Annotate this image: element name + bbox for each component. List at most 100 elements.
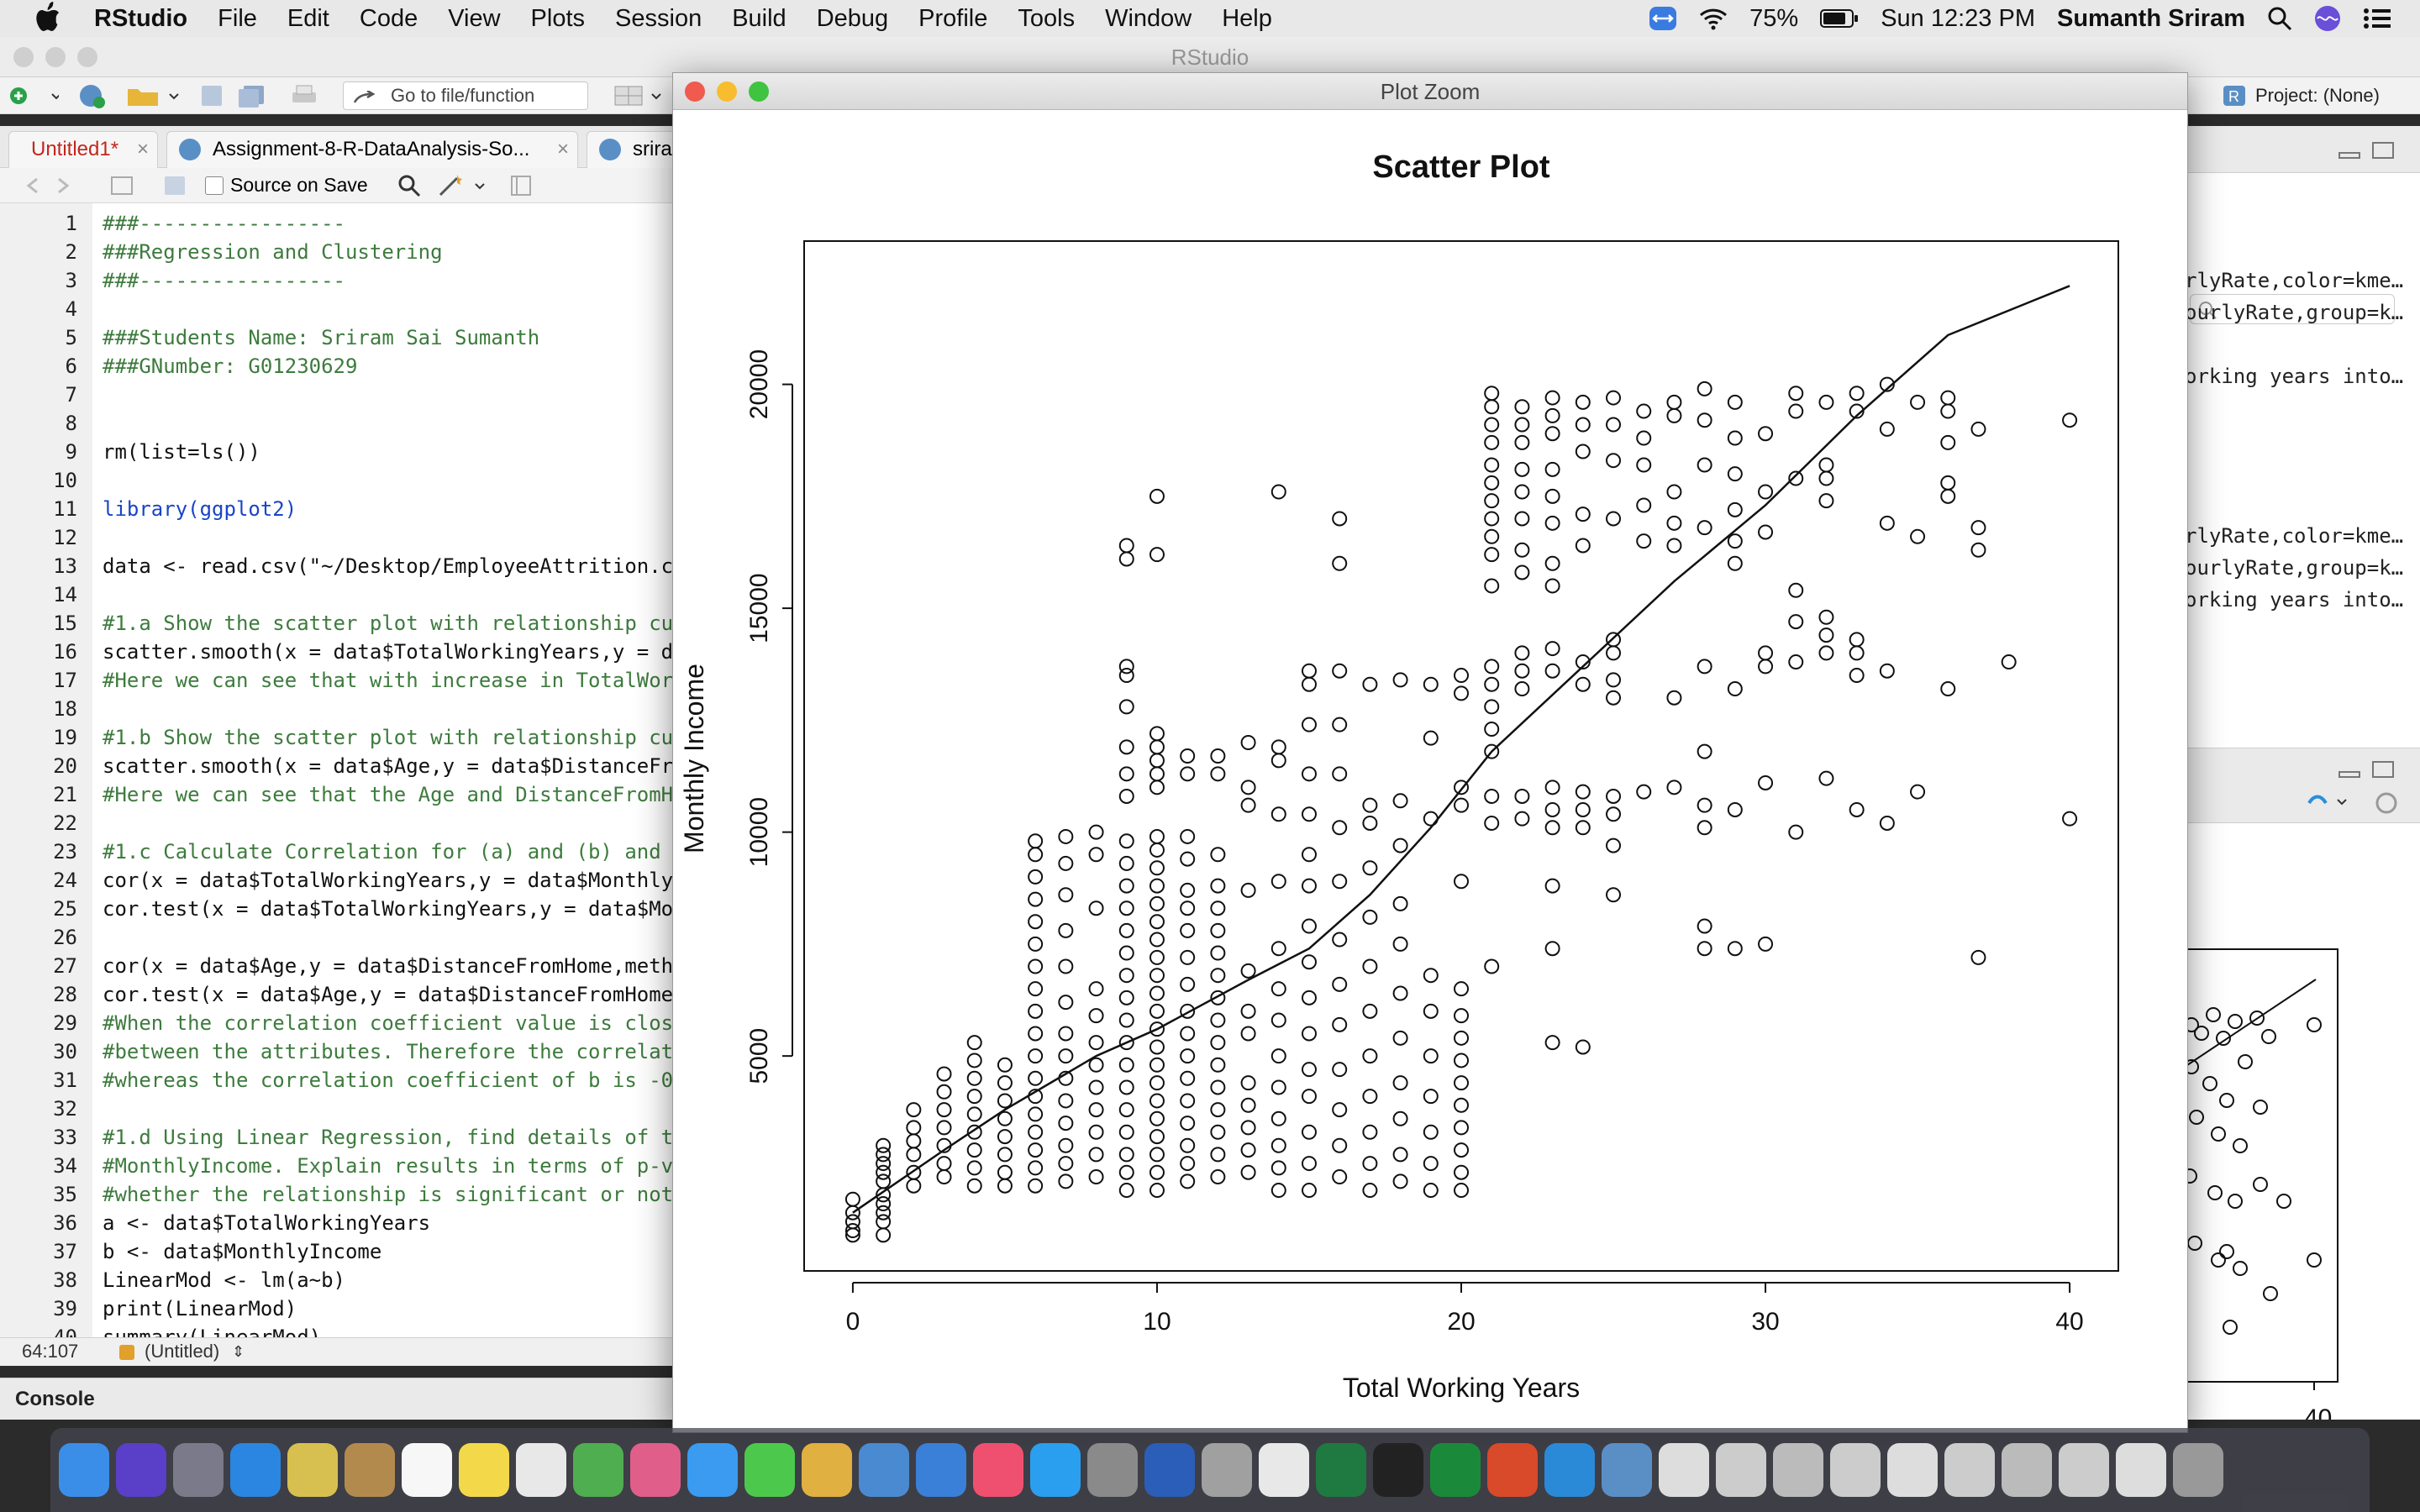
code-line[interactable]: #whereas the correlation coefficient of … [103,1068,672,1092]
tab-sriram[interactable]: srira [587,131,679,168]
dock-app-icon[interactable] [230,1443,281,1497]
code-line[interactable]: cor(x = data$TotalWorkingYears,y = data$… [103,869,672,892]
environment-search-input[interactable] [2190,294,2395,324]
menu-edit[interactable]: Edit [287,4,329,32]
minimize-maximize-icon[interactable] [2338,139,2396,161]
project-icon[interactable]: R [2222,84,2247,108]
menu-view[interactable]: View [448,4,501,32]
dock-app-icon[interactable] [2059,1443,2109,1497]
code-line[interactable]: #whether the relationship is significant… [103,1183,672,1206]
code-tools-wand-icon[interactable] [437,173,489,198]
dock-app-icon[interactable] [1259,1443,1309,1497]
dock-app-icon[interactable] [402,1443,452,1497]
dock-app-icon[interactable] [1030,1443,1081,1497]
code-line[interactable]: cor.test(x = data$TotalWorkingYears,y = … [103,897,672,921]
dock-app-icon[interactable] [2116,1443,2166,1497]
new-project-icon[interactable] [76,82,109,109]
console-tab[interactable]: Console [0,1378,672,1420]
new-file-icon[interactable] [8,84,59,108]
dock-app-icon[interactable] [630,1443,681,1497]
dock-app-icon[interactable] [1373,1443,1423,1497]
code-line[interactable]: b <- data$MonthlyIncome [103,1240,382,1263]
publish-refresh-icon[interactable] [2304,790,2405,816]
wifi-icon[interactable] [1699,7,1728,30]
zoom-button[interactable] [77,47,97,67]
code-line[interactable]: #When the correlation coefficient value … [103,1011,672,1035]
menu-plots[interactable]: Plots [530,4,586,32]
dock-app-icon[interactable] [173,1443,224,1497]
code-line[interactable]: ###GNumber: G01230629 [103,354,358,378]
code-line[interactable]: data <- read.csv("~/Desktop/EmployeeAttr… [103,554,672,578]
menu-build[interactable]: Build [732,4,786,32]
close-icon[interactable]: × [556,138,569,160]
document-outline-icon[interactable] [509,175,534,197]
code-line[interactable]: summary(LinearMod) [103,1326,322,1337]
dock-app-icon[interactable] [1087,1443,1138,1497]
dock-app-icon[interactable] [459,1443,509,1497]
code-line[interactable]: LinearMod <- lm(a~b) [103,1268,345,1292]
menu-help[interactable]: Help [1222,4,1272,32]
apple-icon[interactable] [34,2,67,35]
scope-selector[interactable]: (Untitled) [145,1341,220,1362]
close-button[interactable] [685,81,705,102]
code-line[interactable]: scatter.smooth(x = data$Age,y = data$Dis… [103,754,672,778]
menu-window[interactable]: Window [1105,4,1192,32]
dock-app-icon[interactable] [859,1443,909,1497]
dock-app-icon[interactable] [1659,1443,1709,1497]
code-line[interactable]: ###Students Name: Sriram Sai Sumanth [103,326,540,349]
code-line[interactable]: ###Regression and Clustering [103,240,443,264]
search-icon[interactable] [397,173,422,198]
close-button[interactable] [13,47,34,67]
user-name[interactable]: Sumanth Sriram [2057,4,2245,32]
dock-app-icon[interactable] [973,1443,1023,1497]
code-line[interactable]: #1.b Show the scatter plot with relation… [103,726,672,749]
save-icon[interactable] [163,175,187,197]
zoom-button[interactable] [749,81,769,102]
code-line[interactable]: #Here we can see that with increase in T… [103,669,672,692]
code-line[interactable]: library(ggplot2) [103,497,297,521]
dock-app-icon[interactable] [1430,1443,1481,1497]
spotlight-search-icon[interactable] [2267,6,2292,31]
dock-app-icon[interactable] [1202,1443,1252,1497]
siri-icon[interactable] [2314,5,2341,32]
chevron-updown-icon[interactable]: ⇕ [232,1343,245,1360]
code-line[interactable]: #MonthlyIncome. Explain results in terms… [103,1154,672,1178]
code-editor[interactable]: 1 ###----------------- 2 ###Regression and … [0,203,672,1337]
code-line[interactable]: #1.d Using Linear Regression, find detai… [103,1126,672,1149]
pane-layout-icon[interactable] [613,84,667,108]
dock-app-icon[interactable] [116,1443,166,1497]
app-menu[interactable]: RStudio [94,4,188,32]
code-line[interactable]: rm(list=ls()) [103,440,260,464]
menu-session[interactable]: Session [615,4,702,32]
tab-untitled1[interactable]: Untitled1* × [8,131,158,168]
dock-app-icon[interactable] [744,1443,795,1497]
window-titlebar[interactable]: RStudio [0,37,2420,77]
source-on-save-checkbox[interactable] [205,176,224,195]
close-icon[interactable]: × [136,138,149,160]
dock-app-icon[interactable] [2002,1443,2052,1497]
code-line[interactable]: #1.c Calculate Correlation for (a) and (… [103,840,661,864]
teamviewer-icon[interactable] [1649,6,1677,31]
menu-file[interactable]: File [218,4,257,32]
clock[interactable]: Sun 12:23 PM [1881,4,2035,32]
minimize-maximize-icon[interactable] [2338,759,2396,780]
tab-assignment[interactable]: Assignment-8-R-DataAnalysis-So... × [166,131,578,168]
print-icon[interactable] [291,84,318,108]
dock-app-icon[interactable] [345,1443,395,1497]
dock-app-icon[interactable] [516,1443,566,1497]
code-line[interactable]: #between the attributes. Therefore the c… [103,1040,672,1063]
code-line[interactable]: ###----------------- [103,212,345,235]
dock-app-icon[interactable] [1602,1443,1652,1497]
minimize-button[interactable] [717,81,737,102]
dock-app-icon[interactable] [1544,1443,1595,1497]
code-line[interactable]: #Here we can see that the Age and Distan… [103,783,672,806]
code-line[interactable]: ###----------------- [103,269,345,292]
dock-app-icon[interactable] [1887,1443,1938,1497]
dock-app-icon[interactable] [1144,1443,1195,1497]
minimize-button[interactable] [45,47,66,67]
show-in-window-icon[interactable] [109,175,134,197]
dock-app-icon[interactable] [1716,1443,1766,1497]
dock-app-icon[interactable] [1773,1443,1823,1497]
save-all-icon[interactable] [237,84,266,108]
back-forward-icon[interactable] [25,176,84,195]
